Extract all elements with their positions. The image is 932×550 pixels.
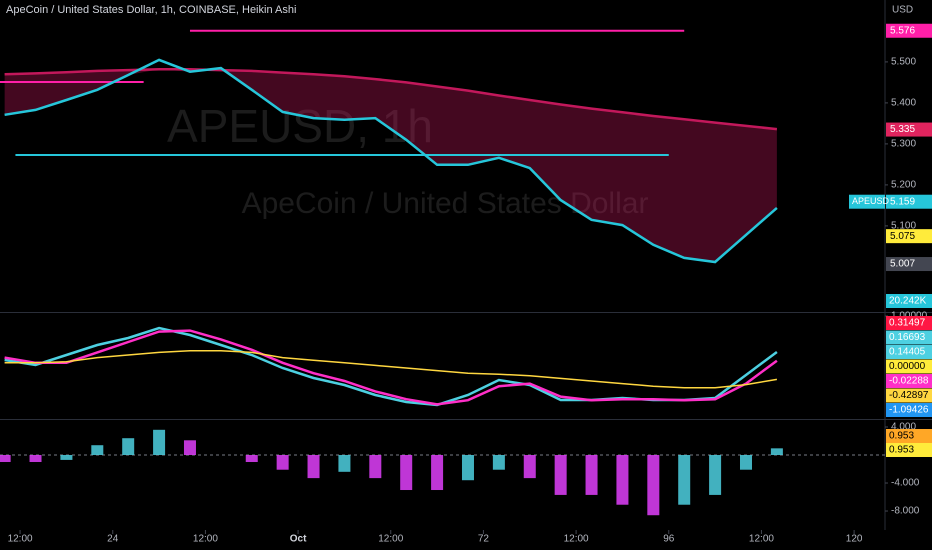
- osc-tag-label: 0.14405: [889, 347, 926, 358]
- x-tick-label: 12:00: [564, 534, 589, 545]
- x-tick-label: 96: [663, 534, 675, 545]
- y-tick-label: 4.000: [891, 422, 916, 433]
- histogram-bar: [0, 455, 11, 463]
- histogram-bar: [153, 429, 166, 456]
- price-tag: [886, 229, 932, 244]
- series-line: [4, 350, 778, 389]
- x-tick-label: 12:00: [749, 534, 774, 545]
- y-tick-label: -4.000: [891, 478, 920, 489]
- osc-tag-label: 0.16693: [889, 332, 926, 343]
- histogram-bar: [245, 455, 258, 463]
- x-tick-label: 12:00: [8, 534, 33, 545]
- histogram-bar: [554, 455, 567, 495]
- price-tag-label: 5.075: [890, 231, 915, 242]
- ma-band: [4, 69, 777, 262]
- series-line: [4, 68, 778, 131]
- chart-title: ApeCoin / United States Dollar, 1h, COIN…: [6, 4, 296, 16]
- series-line: [4, 58, 778, 264]
- axis-unit: USD: [892, 5, 913, 16]
- price-tag: [886, 122, 932, 137]
- osc-tag-label: -0.42897: [889, 390, 929, 401]
- histogram-bar: [29, 455, 42, 463]
- y-tick-label: 5.100: [891, 221, 916, 232]
- y-tick-label: 5.400: [891, 98, 916, 109]
- histogram-bar: [647, 455, 660, 516]
- price-tag-label: 5.159: [890, 196, 915, 207]
- histogram-bar: [431, 455, 444, 491]
- hist-tag-label: 0.953: [889, 431, 914, 442]
- histogram-bar: [307, 455, 320, 479]
- histogram-bar: [276, 455, 289, 470]
- price-tag: [886, 257, 932, 272]
- osc-tag-label: 0.00000: [889, 361, 926, 372]
- histogram-bar: [585, 455, 598, 495]
- histogram-bar: [523, 455, 536, 479]
- osc-tag-label: 0.31497: [889, 318, 926, 329]
- osc-tag: [886, 359, 932, 374]
- x-tick-label: 120: [846, 534, 863, 545]
- osc-tag: [886, 345, 932, 359]
- symbol-tag-label: APEUSD: [852, 196, 890, 206]
- osc-tag: [886, 316, 932, 330]
- histogram-bar: [461, 455, 474, 481]
- histogram-bar: [709, 455, 722, 495]
- price-tag: [886, 23, 932, 38]
- osc-tag: [886, 403, 932, 417]
- histogram-bar: [91, 445, 104, 456]
- histogram-bar: [338, 455, 351, 472]
- osc-tag: [886, 330, 932, 345]
- volume-tag: [886, 294, 932, 308]
- y-tick-label: 5.300: [891, 139, 916, 150]
- hist-tag-label: 0.953: [889, 445, 914, 456]
- histogram-bar: [492, 455, 505, 470]
- price-tag: [886, 194, 932, 209]
- hist-tag: [886, 429, 932, 443]
- osc-tag-label: -0.02288: [889, 376, 929, 387]
- histogram-bar: [739, 455, 752, 470]
- osc-tag: [886, 388, 932, 403]
- x-tick-label: 24: [107, 534, 119, 545]
- histogram-bar: [400, 455, 413, 491]
- histogram-bar: [369, 455, 382, 479]
- x-tick-label: Oct: [290, 534, 307, 545]
- price-tag-label: 5.335: [890, 124, 915, 135]
- hist-tag: [886, 443, 932, 457]
- series-line: [4, 329, 778, 406]
- histogram-bar: [678, 455, 691, 505]
- watermark-subtitle: ApeCoin / United States Dollar: [242, 187, 649, 220]
- x-tick-label: 12:00: [378, 534, 403, 545]
- histogram-bar: [183, 440, 196, 456]
- y-tick-label: 5.200: [891, 180, 916, 191]
- histogram-bar: [770, 448, 783, 456]
- histogram-bar: [122, 438, 135, 456]
- price-tag-label: 5.576: [890, 25, 915, 36]
- volume-tag-label: 20.242K: [889, 296, 927, 307]
- y-tick-label: -8.000: [891, 506, 920, 517]
- histogram-bar: [616, 455, 629, 505]
- histogram-bar: [60, 455, 73, 460]
- symbol-tag: [849, 194, 885, 209]
- x-tick-label: 12:00: [193, 534, 218, 545]
- y-tick-label: 5.500: [891, 57, 916, 68]
- x-tick-label: 72: [478, 534, 490, 545]
- price-tag-label: 5.007: [890, 259, 915, 270]
- osc-tag-label: -1.09426: [889, 405, 929, 416]
- osc-tag: [886, 374, 932, 388]
